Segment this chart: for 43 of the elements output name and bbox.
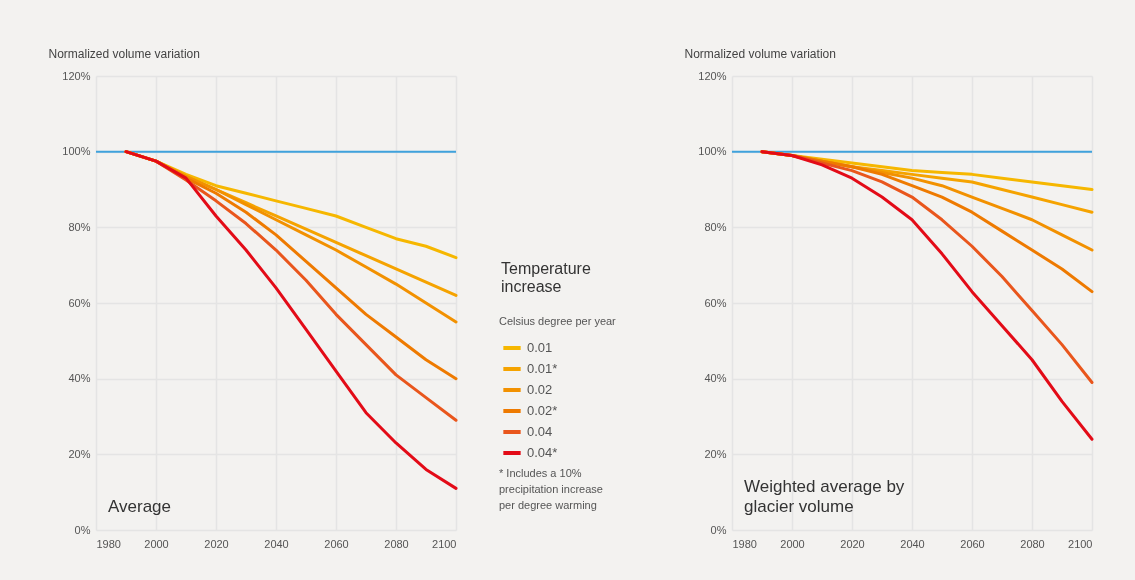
y-tick-label: 40% — [704, 372, 727, 385]
legend-label: 0.01 — [527, 340, 553, 355]
y-tick-label: 80% — [68, 220, 91, 233]
y-tick-label: 60% — [704, 296, 727, 309]
x-tick-label: 2020 — [204, 537, 229, 550]
line-series — [124, 150, 458, 490]
legend-label: 0.02* — [527, 403, 558, 418]
y-tick-label: 40% — [68, 372, 91, 385]
y-axis-title: Normalized volume variation — [684, 46, 836, 61]
x-tick-label: 2080 — [384, 537, 409, 550]
legend-label: 0.04* — [527, 445, 558, 460]
x-tick-label: 2060 — [960, 537, 985, 550]
y-tick-label: 100% — [698, 145, 727, 158]
y-tick-label: 120% — [62, 69, 91, 82]
x-tick-label: 2100 — [432, 537, 457, 550]
y-tick-label: 0% — [710, 523, 727, 536]
legend-label: 0.02 — [527, 382, 553, 397]
text: * Includes a 10% precipitation increase per degree warming — [499, 467, 603, 511]
x-tick-label: 2040 — [264, 537, 289, 550]
y-tick-label: 20% — [704, 447, 727, 460]
y-axis-title: Normalized volume variation — [48, 46, 200, 61]
x-tick-label: 1980 — [732, 537, 757, 550]
x-tick-label: 2060 — [324, 537, 349, 550]
text: Average — [108, 497, 172, 516]
y-tick-label: 0% — [74, 523, 91, 536]
y-tick-label: 60% — [68, 296, 91, 309]
x-tick-label: 2040 — [900, 537, 925, 550]
line-series — [760, 150, 1094, 441]
y-tick-label: 100% — [62, 145, 91, 158]
text: Celsius degree per year — [499, 315, 617, 327]
legend-title: Temperature increase — [501, 260, 591, 295]
text: Weighted average by glacier volume — [744, 477, 905, 516]
y-tick-label: 20% — [68, 447, 91, 460]
x-tick-label: 2000 — [780, 537, 805, 550]
x-tick-label: 2020 — [840, 537, 865, 550]
legend-label: 0.01* — [527, 361, 558, 376]
x-tick-label: 2000 — [144, 537, 169, 550]
x-tick-label: 2100 — [1068, 537, 1093, 550]
y-tick-label: 80% — [704, 220, 727, 233]
x-tick-label: 2080 — [1020, 537, 1045, 550]
y-tick-label: 120% — [698, 69, 727, 82]
legend-label: 0.04 — [527, 424, 553, 439]
x-tick-label: 1980 — [96, 537, 121, 550]
